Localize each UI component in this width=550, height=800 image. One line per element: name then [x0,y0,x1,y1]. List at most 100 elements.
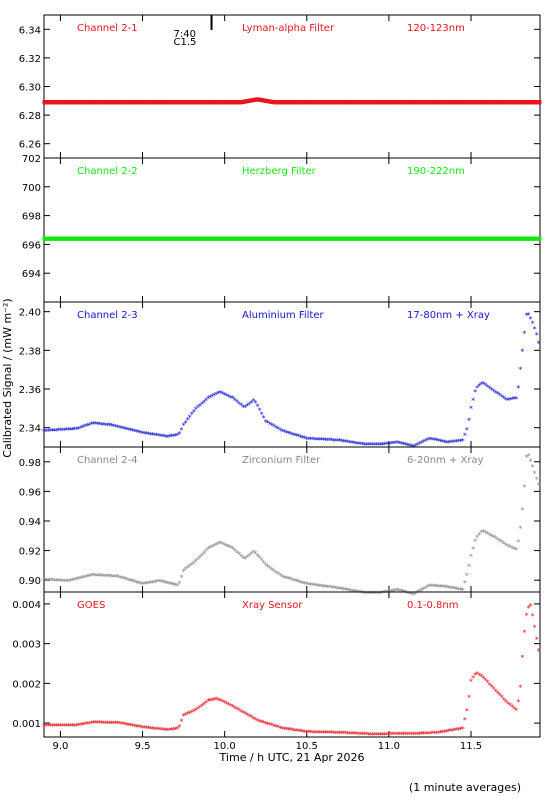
data-point: * [151,579,155,588]
footnote: (1 minute averages) [409,781,521,794]
data-point: * [151,725,155,734]
data-point: * [344,586,348,595]
panel-frame [43,446,541,593]
x-tick-label: 10.5 [296,741,318,752]
data-point: * [485,530,489,539]
data-point: * [301,579,305,588]
data-point: * [440,583,444,592]
data-point: * [340,730,344,739]
data-point: * [533,469,537,478]
data-point: * [323,729,327,738]
data-point: * [405,589,409,598]
data-point: * [63,722,67,731]
data-point: * [524,611,528,620]
data-point: * [102,421,106,430]
data-point: * [535,476,539,485]
panel-header-label: Channel 2-2 [77,166,138,177]
data-point: * [290,727,294,736]
data-point: * [217,389,221,398]
data-point: * [356,730,360,739]
data-point: * [385,440,389,449]
data-point: * [356,440,360,449]
data-point: * [114,423,118,432]
data-point: * [522,483,526,492]
y-tick-label: 700 [22,183,41,194]
data-point: * [196,705,200,714]
panel-frame [43,591,541,738]
data-point: * [177,723,181,732]
data-point: * [457,586,461,595]
data-point: * [346,730,350,739]
data-point: * [473,388,477,397]
y-tick-label: 0.001 [12,719,41,730]
data-point: * [373,731,377,740]
data-point: * [108,422,112,431]
data-point: * [206,545,210,554]
y-tick-label: 2.34 [19,424,41,435]
data-point: * [420,587,424,596]
data-point: * [149,579,153,588]
data-point: * [469,677,473,686]
data-point: * [354,440,358,449]
data-point: * [340,438,344,447]
data-point: * [385,588,389,597]
data-point: * [479,673,483,682]
panel-header-label: 17-80nm + Xray [407,310,490,321]
data-point: * [114,573,118,582]
data-point: * [311,581,315,590]
data-point: * [65,578,69,587]
data-point: * [120,720,124,729]
data-point: * [393,587,397,596]
data-point: * [196,555,200,564]
data-point: * [379,731,383,740]
data-point: * [524,311,528,320]
data-point: * [284,726,288,735]
data-point: * [422,438,426,447]
data-point: * [522,629,526,638]
data-point: * [514,707,518,716]
data-point: * [217,540,221,549]
data-point: * [233,396,237,405]
data-point: * [46,576,50,585]
data-point: * [71,426,75,435]
data-point: * [461,587,465,596]
data-point: * [331,584,335,593]
data-point: * [200,551,204,560]
data-point: * [434,437,438,446]
data-point: * [73,576,77,585]
data-point: * [194,406,198,415]
data-point: * [124,426,128,435]
data-point: * [83,720,87,729]
data-point: * [260,410,264,419]
data-point: * [286,429,290,438]
data-point: * [426,583,430,592]
data-point: * [444,584,448,593]
data-point: * [422,730,426,739]
data-point: * [106,719,110,728]
data-point: * [490,683,494,692]
data-point: * [391,440,395,449]
data-point: * [253,549,257,558]
data-point: * [219,389,223,398]
data-point: * [358,589,362,598]
data-point: * [305,581,309,590]
data-point: * [375,441,379,450]
data-point: * [104,421,108,430]
data-point: * [229,394,233,403]
data-point: * [389,731,393,740]
data-point: * [282,428,286,437]
data-point: * [235,549,239,558]
data-point: * [490,532,494,541]
data-point: * [412,591,416,600]
y-tick-label: 0.94 [19,517,41,528]
data-point: * [60,722,64,731]
y-tick-label: 702 [22,154,41,165]
data-point: * [504,541,508,550]
panel-frame [43,14,541,159]
data-point: * [132,578,136,587]
panel-header-label: Channel 2-4 [77,455,138,466]
data-point: * [321,729,325,738]
data-point: * [173,581,177,590]
data-point: * [112,573,116,582]
data-point: * [235,398,239,407]
